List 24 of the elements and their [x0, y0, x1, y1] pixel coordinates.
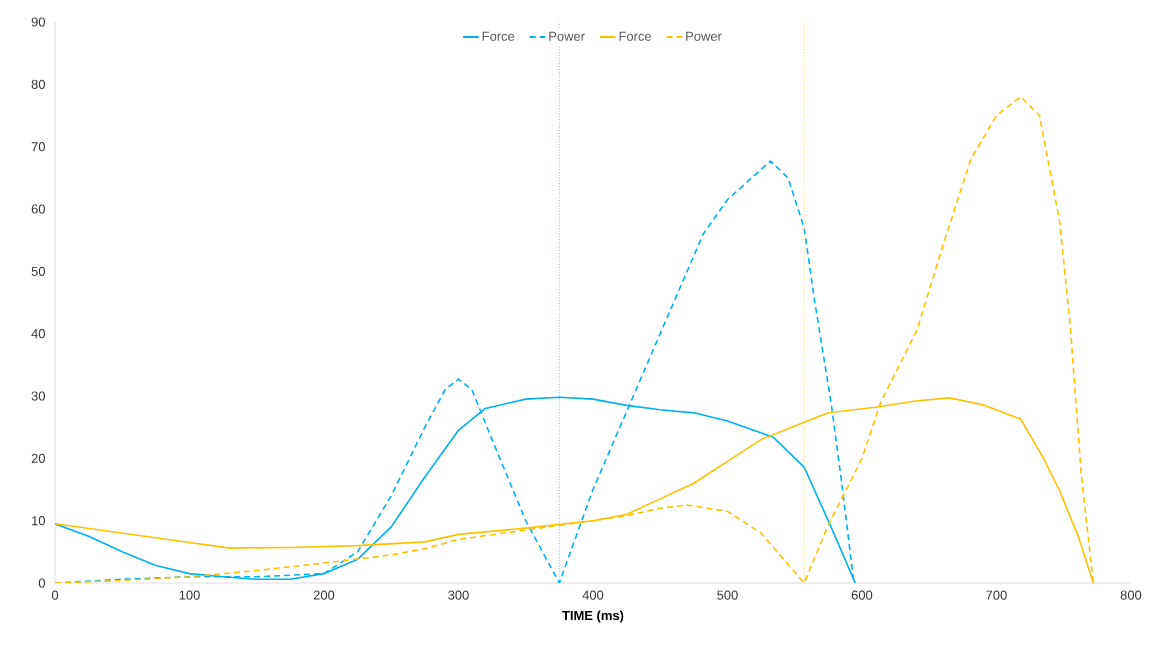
x-tick-label: 100 — [179, 590, 200, 600]
x-tick-label: 200 — [313, 590, 335, 600]
y-tick-label: 60 — [31, 204, 45, 214]
x-tick-label: 400 — [582, 590, 604, 600]
y-tick-label: 30 — [31, 391, 45, 401]
y-tick-label: 20 — [31, 453, 45, 463]
x-tick-label: 600 — [851, 590, 873, 600]
y-tick-label: 90 — [31, 17, 45, 27]
x-tick-label: 700 — [986, 590, 1007, 600]
legend-label: Power — [549, 31, 585, 41]
legend-label: Force — [482, 31, 515, 41]
y-tick-label: 70 — [31, 142, 45, 152]
x-tick-label: 300 — [448, 590, 469, 600]
y-tick-label: 0 — [38, 578, 45, 588]
y-tick-label: 50 — [31, 266, 45, 276]
x-tick-label: 800 — [1120, 590, 1142, 600]
legend-label: Force — [619, 31, 652, 41]
y-tick-label: 10 — [32, 516, 45, 526]
x-axis-title: TIME (ms) — [562, 610, 624, 623]
y-tick-label: 40 — [31, 329, 45, 339]
x-tick-label: 0 — [51, 590, 59, 600]
legend-label: Power — [686, 31, 722, 41]
x-tick-label: 500 — [717, 590, 738, 600]
y-tick-label: 80 — [31, 79, 45, 89]
